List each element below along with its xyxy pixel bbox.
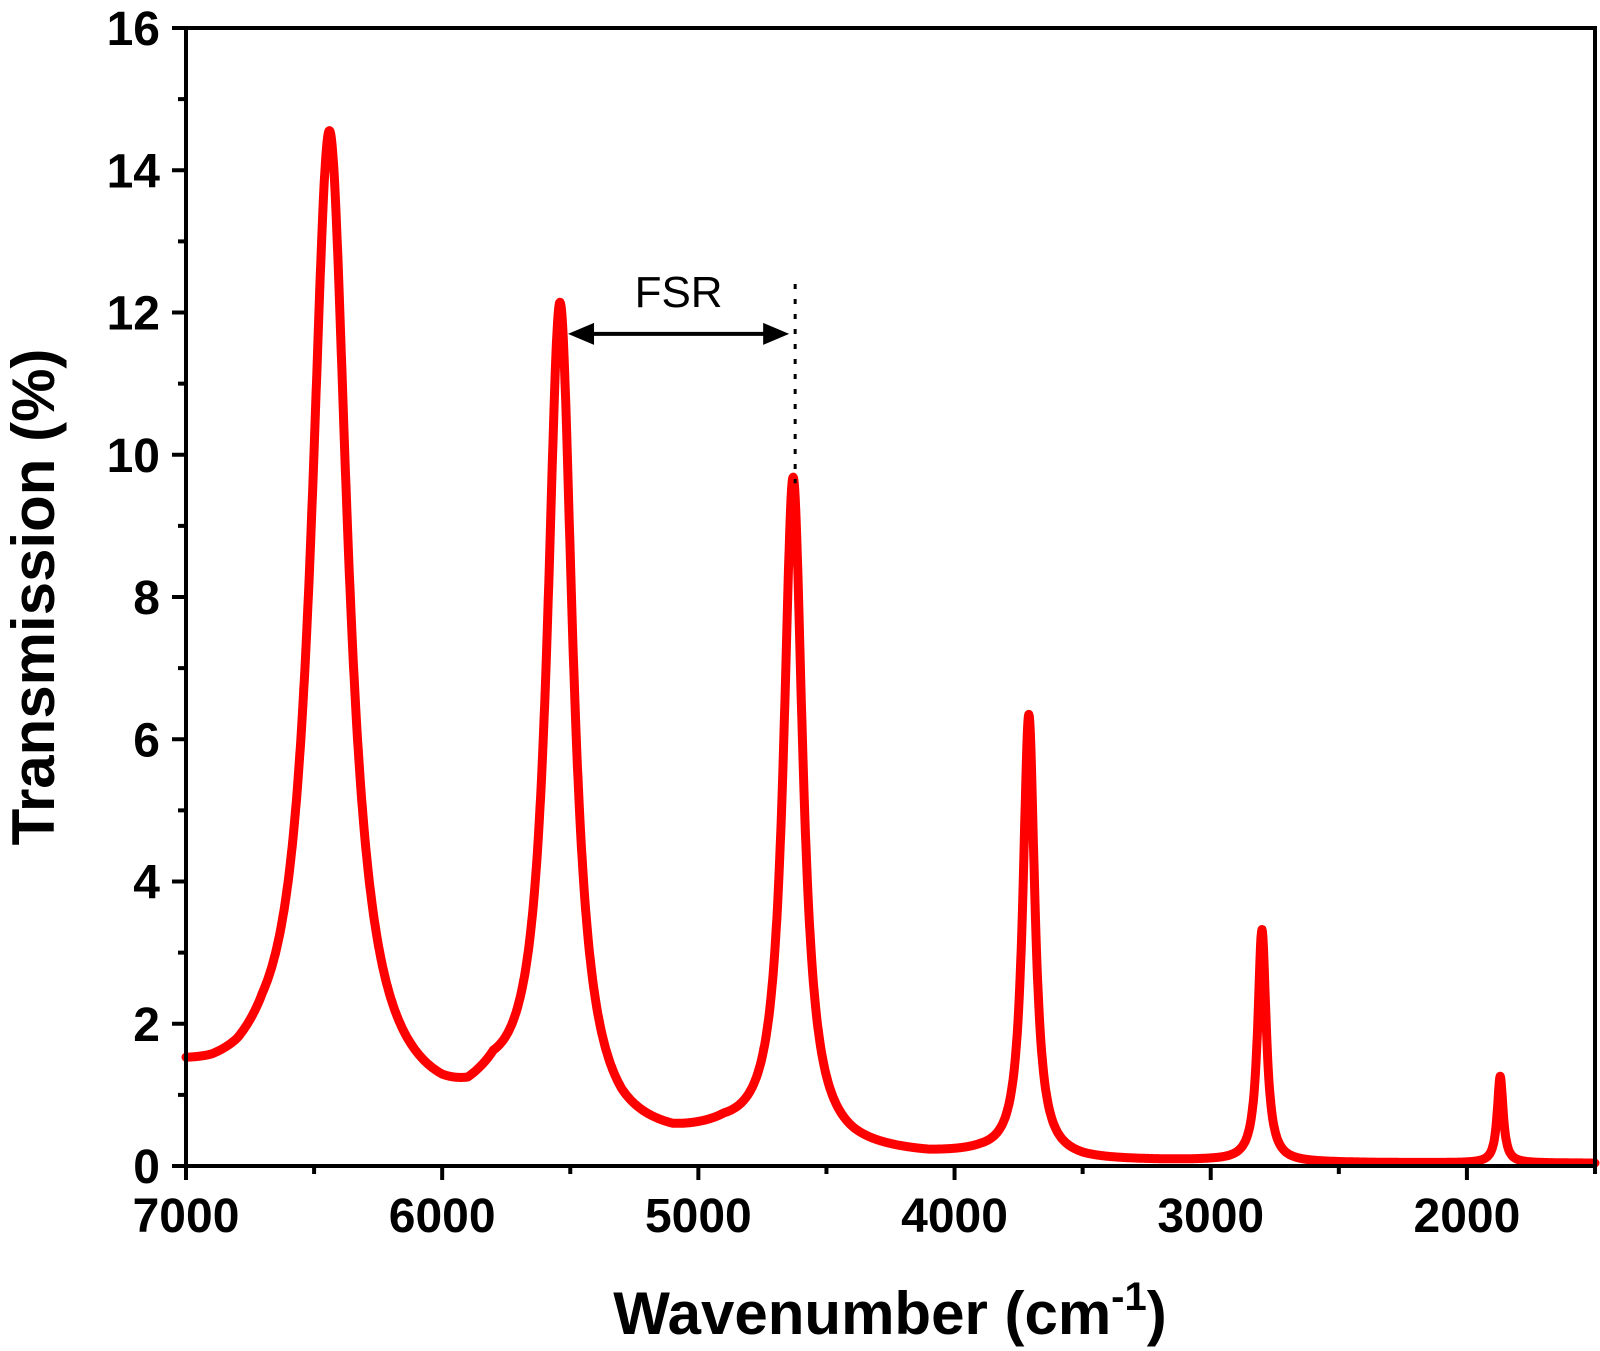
x-tick-label: 6000 bbox=[389, 1190, 496, 1243]
x-axis-title-superscript: -1 bbox=[1111, 1275, 1147, 1319]
y-tick-label: 14 bbox=[107, 145, 161, 198]
plot-frame bbox=[184, 26, 1597, 1168]
x-tick-label: 5000 bbox=[645, 1190, 752, 1243]
x-tick-label: 3000 bbox=[1157, 1190, 1264, 1243]
y-tick-label: 6 bbox=[133, 714, 160, 767]
fsr-label: FSR bbox=[635, 268, 723, 317]
x-tick-label: 4000 bbox=[901, 1190, 1008, 1243]
y-tick-label: 2 bbox=[133, 999, 160, 1052]
x-tick-label: 7000 bbox=[133, 1190, 240, 1243]
fsr-arrowhead-right bbox=[763, 322, 790, 345]
fsr-arrowhead-left bbox=[568, 322, 595, 345]
x-tick-label: 2000 bbox=[1414, 1190, 1521, 1243]
y-tick-label: 8 bbox=[133, 572, 160, 625]
y-tick-label: 16 bbox=[107, 3, 160, 56]
fsr-annotation: FSR bbox=[568, 268, 797, 484]
y-tick-label: 4 bbox=[133, 857, 160, 910]
y-tick-label: 0 bbox=[133, 1141, 160, 1194]
x-axis-title-close: ) bbox=[1147, 1280, 1167, 1347]
x-axis-title: Wavenumber (cm-1) bbox=[613, 1275, 1166, 1347]
y-tick-label: 10 bbox=[107, 430, 160, 483]
y-tick-label: 12 bbox=[107, 288, 160, 341]
y-axis-title: Transmission (%) bbox=[0, 349, 67, 846]
axis-ticks: 7000 6000 5000 4000 3000 2000 0 2 4 6 8 10 12 14 16 bbox=[107, 3, 1597, 1243]
series-line-transmission bbox=[181, 126, 1600, 1168]
